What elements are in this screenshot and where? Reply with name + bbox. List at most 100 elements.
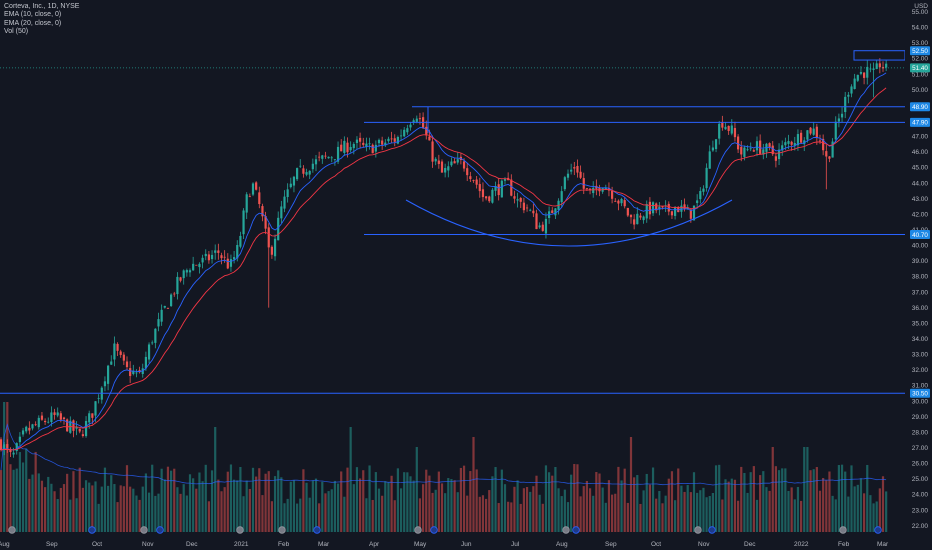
price-tick-label: 23.00: [912, 507, 929, 514]
volume-bar: [440, 483, 444, 532]
candle-body: [229, 259, 233, 267]
price-tick-label: 47.00: [912, 134, 929, 141]
candle-body: [311, 163, 314, 170]
time-tick-label: Nov: [142, 541, 154, 548]
earnings-marker: [839, 526, 847, 534]
candle-body: [327, 156, 330, 159]
price-tick-label: 22.00: [912, 523, 929, 530]
volume-bar: [129, 486, 132, 532]
drawings[interactable]: [0, 50, 906, 394]
volume-bar: [21, 462, 25, 532]
volume-bar: [412, 480, 415, 532]
candle-body: [661, 206, 664, 208]
volume-bar: [359, 478, 362, 532]
candle-body: [777, 149, 781, 160]
legend-vol: Vol (50): [4, 27, 29, 35]
volume-bar: [198, 472, 201, 532]
volume-bar: [516, 480, 519, 532]
price-tick-label: 52.00: [912, 56, 929, 63]
volume-bar: [633, 477, 636, 532]
volume-bar: [674, 500, 677, 532]
rounding-bottom-curve: [405, 199, 733, 247]
candle-body: [563, 177, 566, 190]
volume-bar: [15, 468, 18, 532]
candle-body: [872, 68, 875, 70]
volume-bar: [201, 481, 204, 532]
volume-bar: [699, 490, 702, 532]
time-tick-label: 2021: [234, 541, 249, 548]
volume-bar: [135, 495, 138, 532]
time-tick-label: Oct: [651, 541, 661, 548]
candle-body: [248, 196, 251, 198]
candle-body: [233, 257, 236, 260]
candle-body: [264, 216, 267, 229]
volume-bar: [790, 487, 793, 532]
candle-body: [434, 158, 437, 162]
candle-body: [176, 276, 179, 295]
volume-bar: [18, 452, 21, 532]
price-tick-label: 45.00: [912, 165, 929, 172]
candle-body: [626, 207, 629, 216]
candle-body: [431, 141, 434, 162]
volume-bar: [560, 496, 563, 532]
volume-bar: [324, 493, 327, 532]
volume-bar: [393, 500, 396, 532]
price-tick-label: 28.00: [912, 429, 929, 436]
volume-bar: [573, 464, 576, 532]
volume-bar: [444, 493, 447, 532]
currency-label: USD: [914, 3, 928, 10]
candle-body: [289, 183, 292, 188]
volume-bar: [311, 480, 314, 532]
candle-body: [497, 184, 500, 196]
volume-bar: [576, 464, 579, 532]
volume-bar: [6, 402, 9, 532]
volume-bar: [765, 487, 768, 532]
volume-bar: [69, 499, 72, 532]
candle-body: [658, 206, 661, 210]
volume-bar: [66, 473, 69, 532]
svg-text:47.90: 47.90: [912, 120, 928, 127]
volume-bar: [557, 488, 560, 532]
volume-bar: [680, 485, 683, 532]
volume-bar: [510, 502, 513, 532]
candle-body: [201, 257, 204, 263]
candle-body: [485, 196, 488, 199]
candle-body: [3, 444, 6, 450]
candle-body: [425, 126, 428, 136]
volume-bar: [881, 476, 885, 532]
candle-body: [881, 66, 885, 69]
candle-body: [299, 165, 302, 167]
price-tick-label: 53.00: [912, 40, 929, 47]
candle-body: [759, 140, 762, 154]
volume-bar: [425, 469, 428, 532]
candle-body: [352, 143, 355, 149]
candle-body: [403, 129, 406, 137]
candle-body: [321, 155, 324, 159]
volume-bar: [374, 472, 377, 532]
volume-bar: [352, 484, 355, 532]
volume-bar: [639, 503, 642, 532]
candle-body: [355, 139, 359, 143]
candle-body: [28, 427, 31, 431]
volume-bar: [403, 472, 406, 532]
candle-body: [768, 143, 771, 147]
volume-bar: [280, 477, 283, 532]
candle-body: [166, 308, 170, 309]
candle-body: [390, 138, 393, 140]
price-tick-label: 33.00: [912, 352, 929, 359]
volume-bar: [210, 470, 214, 532]
candles: [0, 58, 888, 458]
volume-bar: [696, 492, 699, 532]
candle-body: [554, 208, 557, 216]
candle-body: [56, 412, 59, 416]
candle-body: [466, 168, 469, 176]
candle-body: [456, 159, 459, 163]
candle-body: [866, 66, 869, 78]
volume-bar: [525, 486, 529, 532]
candle-body: [863, 72, 866, 78]
time-tick-label: Dec: [744, 541, 756, 548]
volume-bar: [428, 475, 431, 532]
candle-body: [837, 118, 840, 122]
price-axis-bg: [905, 0, 932, 550]
